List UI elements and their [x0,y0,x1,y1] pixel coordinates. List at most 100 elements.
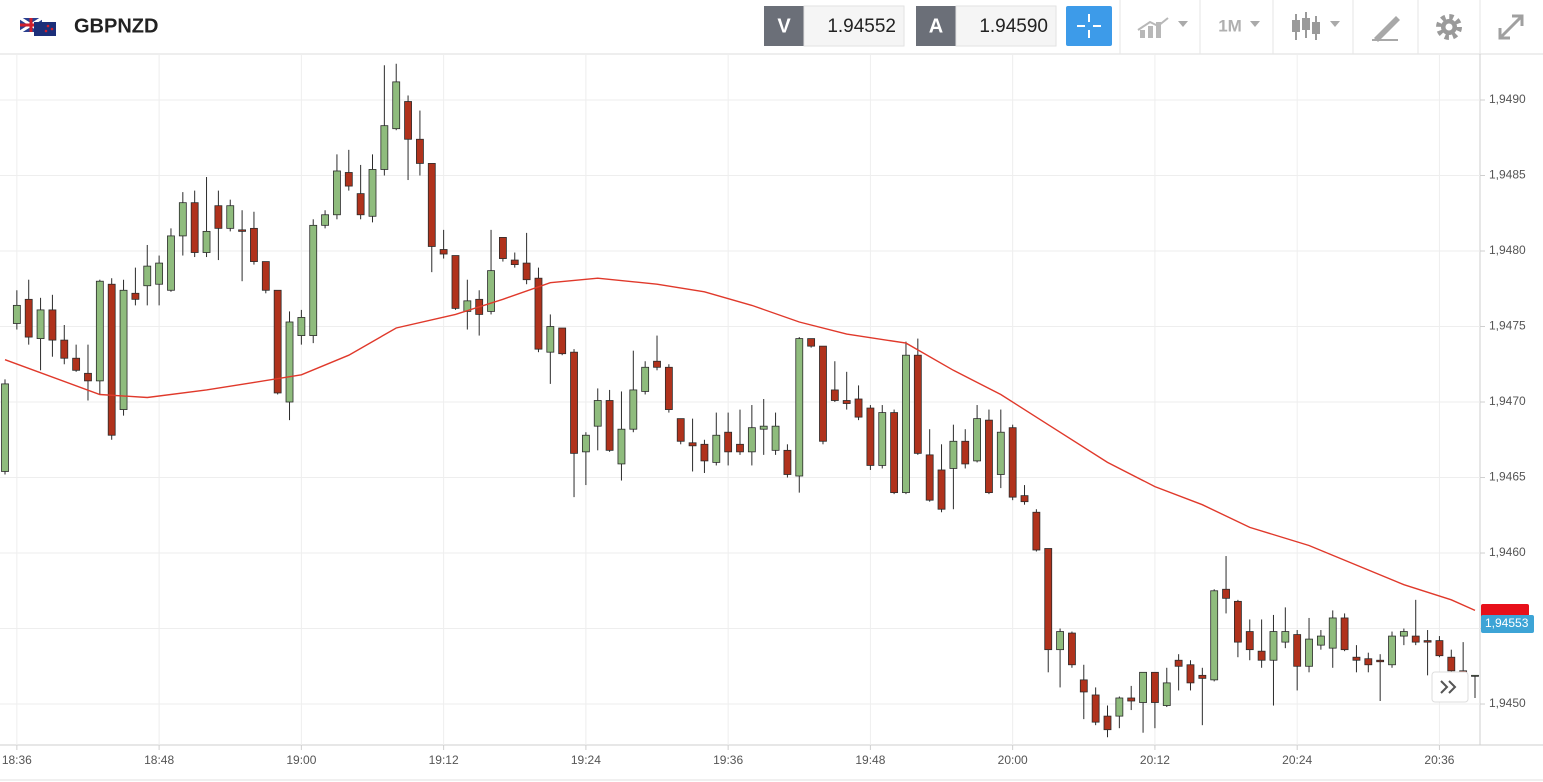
candle-body [1032,511,1041,551]
candle-body [1,383,9,472]
candle-body [226,205,235,229]
candle-body [1352,656,1361,661]
candle-body [842,400,851,404]
candle-body [890,412,899,494]
fullscreen-button[interactable] [1498,14,1524,40]
y-tick-label: 1,9485 [1489,168,1526,182]
candle-body [24,298,33,338]
y-tick-label: 1,9490 [1489,92,1526,106]
timeframe[interactable]: 1M [1218,16,1242,35]
y-tick-label: 1,9470 [1489,394,1526,408]
candle-body [1091,694,1100,723]
candle-body [617,428,626,465]
candle-body [676,418,685,442]
y-tick-label: 1,9480 [1489,243,1526,257]
candle-body [380,125,389,170]
candle-body [570,351,578,454]
x-tick-label: 19:48 [855,753,885,767]
candle-body [451,255,460,309]
x-tick-label: 18:36 [2,753,32,767]
candle-body [629,389,638,430]
candle-body [1305,638,1313,667]
y-tick-label: 1,9475 [1489,319,1526,333]
candle-body [1447,656,1456,672]
candle-body [238,229,246,232]
candle-body [368,169,377,217]
candle-body [510,259,519,265]
candle-body [866,407,875,466]
candle-body [1115,697,1124,717]
candle-body [36,309,45,339]
bid-badge [764,6,804,46]
ask-box[interactable] [955,5,1057,47]
scroll-button[interactable] [1431,671,1469,703]
symbol: GBPNZD [74,15,158,37]
candle-body [996,431,1005,475]
candle-body [1127,697,1136,702]
candle-body [937,469,946,510]
candle-body [1162,682,1171,706]
candle-body [344,172,353,187]
candle-body [214,205,223,229]
candle-body [664,366,673,410]
overlay-layer [4,277,1476,612]
candle-body [143,265,152,287]
candle-body [321,214,329,226]
flag-icon [19,16,56,36]
candle-body [178,202,187,237]
candle-body [404,101,412,140]
candle-body [273,289,282,394]
bid-price: 1.94552 [827,16,896,37]
candle-body [1411,635,1420,643]
bid-box[interactable] [803,5,905,47]
candle-body [297,317,306,336]
candle-body [1376,659,1385,663]
candle-body [688,442,697,447]
chart-type-button[interactable] [1292,12,1340,40]
candle-body [202,230,211,253]
candle-body [107,283,116,436]
candle-body [973,418,981,462]
moving-average-line [4,277,1476,612]
candle-body [534,277,543,350]
candle-body [961,440,970,465]
ask-price: 1.94590 [979,16,1048,37]
candle-body [427,163,436,247]
candle-body [1186,664,1195,684]
candle-body [392,81,401,130]
candle-body [131,292,140,300]
candle-body [546,326,555,353]
candle-body [167,235,175,291]
candle-body [1222,588,1230,599]
candle-body [1008,427,1017,498]
candle-body [1044,548,1053,651]
candle-body [1435,640,1444,657]
indicators-button[interactable] [1137,17,1188,38]
candle-body [913,354,922,454]
crosshair-button[interactable] [1066,6,1112,46]
x-tick-label: 19:36 [713,753,743,767]
candle-body [1198,674,1207,679]
x-tick-label: 19:00 [286,753,316,767]
candle-body [783,449,792,475]
candle-body [985,419,993,494]
candle-body [119,289,128,410]
candle-body [878,412,887,466]
candle-body [1245,631,1254,651]
last-price-label: 1,94553 [1485,616,1529,630]
drawing-button[interactable] [1372,16,1400,42]
candle-body [1399,631,1408,637]
label-layer: 1,94501,94551,94601,94651,94701,94751,94… [2,92,1534,767]
settings-button[interactable] [1436,14,1462,40]
candle-body [558,327,567,355]
candle-body [1174,659,1183,667]
candle-body [1423,640,1432,643]
candle-body [605,400,614,451]
x-tick-label: 20:36 [1424,753,1454,767]
candle-body [902,354,910,494]
last-price-tag [1481,614,1534,633]
candle-body [949,440,958,469]
candle-body [641,366,650,392]
